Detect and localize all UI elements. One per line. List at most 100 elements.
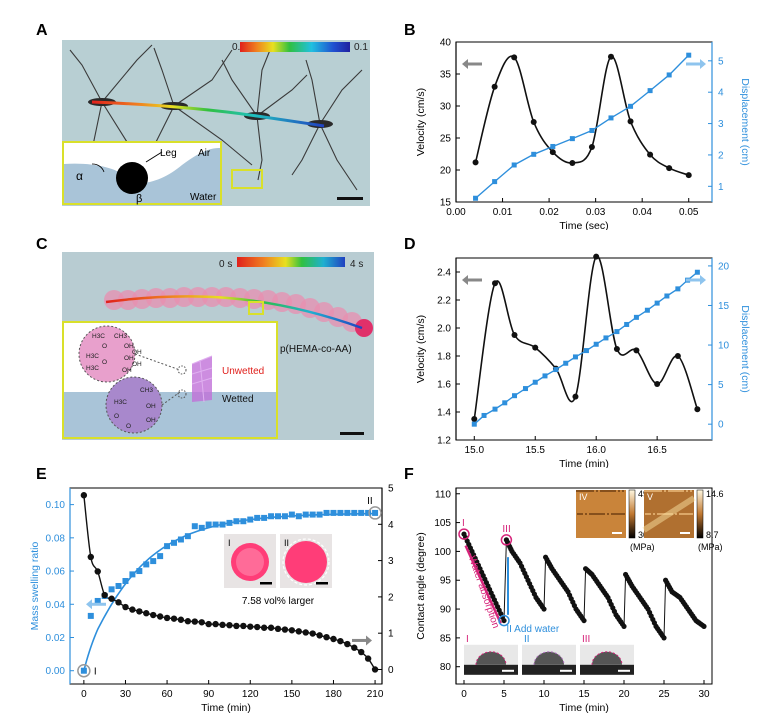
y2-tick-label: 20 bbox=[718, 261, 730, 272]
droplet bbox=[476, 651, 506, 665]
afm-texture bbox=[589, 513, 591, 515]
chart-f: 0 5 10 15 20 25 30 80 85 90 95 100 105 110 Time (min) C… bbox=[415, 487, 724, 714]
gel-disk-i-core bbox=[236, 548, 264, 576]
y-tick-label: 2.2 bbox=[437, 296, 451, 307]
velocity-point bbox=[198, 619, 205, 626]
afm-texture bbox=[615, 513, 617, 515]
swelling-point bbox=[351, 509, 358, 516]
displacement-point bbox=[654, 300, 660, 306]
svg-text:Air: Air bbox=[198, 148, 211, 159]
velocity-point bbox=[511, 54, 518, 61]
velocity-point bbox=[511, 332, 518, 338]
afm-texture bbox=[678, 490, 680, 492]
swelling-point bbox=[150, 558, 157, 565]
displacement-point bbox=[512, 393, 518, 399]
afm-texture bbox=[681, 513, 683, 515]
chart-e: 0 30 60 90 120 150 180 2100.000.020.040.060.080… bbox=[29, 484, 394, 715]
swelling-point bbox=[316, 511, 323, 518]
marker-label-ii: II bbox=[367, 496, 373, 507]
y2-axis-label: Displacement (cm) bbox=[739, 305, 750, 393]
svg-text:OH: OH bbox=[132, 361, 142, 368]
droplet-substrate bbox=[464, 664, 518, 675]
marker-ring-ii bbox=[498, 614, 510, 627]
afm-min: 8.7 bbox=[706, 530, 719, 540]
velocity-point bbox=[129, 606, 136, 613]
afm-texture bbox=[664, 490, 666, 492]
contact-angle-point bbox=[621, 623, 627, 629]
velocity-point bbox=[288, 627, 296, 634]
afm-texture bbox=[595, 513, 597, 515]
x-axis-label: Time (min) bbox=[201, 702, 251, 714]
x-tick-label: 15 bbox=[578, 689, 590, 700]
afm-texture bbox=[578, 490, 580, 492]
afm-texture bbox=[619, 513, 621, 515]
afm-id: V bbox=[647, 492, 653, 502]
swelling-point bbox=[247, 516, 254, 523]
afm-texture bbox=[657, 513, 659, 515]
swelling-point bbox=[226, 519, 233, 526]
marker-ring-i bbox=[458, 528, 470, 540]
swelling-point bbox=[136, 568, 143, 575]
afm-texture bbox=[691, 513, 693, 515]
contact-angle-point bbox=[501, 617, 507, 624]
afm-texture bbox=[617, 513, 619, 515]
afm-texture bbox=[593, 513, 595, 515]
velocity-point bbox=[115, 599, 122, 606]
y-tick-label: 1.4 bbox=[437, 408, 451, 419]
panel-c-photo: 0 s 4 s p(HEMA-co-AA) H3C CH3 OH H3C OH … bbox=[62, 252, 374, 440]
y2-axis-label: Displacement (cm) bbox=[739, 78, 750, 166]
swelling-point bbox=[330, 509, 337, 516]
afm-texture bbox=[689, 513, 691, 515]
swelling-point bbox=[254, 514, 261, 521]
velocity-point bbox=[607, 53, 614, 60]
swelling-point bbox=[365, 509, 372, 516]
y2-tick-label: 5 bbox=[718, 56, 724, 67]
add-water-label: II Add water bbox=[506, 624, 559, 635]
left-axis-arrow-head bbox=[462, 59, 468, 69]
afm-texture bbox=[586, 490, 588, 492]
y-tick-label: 35 bbox=[440, 70, 452, 81]
afm-texture bbox=[596, 490, 598, 492]
displacement-point bbox=[675, 286, 681, 292]
displacement-point bbox=[589, 127, 595, 133]
y2-tick-label: 4 bbox=[718, 88, 724, 99]
velocity-point bbox=[530, 119, 537, 125]
svg-text:OH: OH bbox=[124, 355, 134, 362]
velocity-point bbox=[627, 118, 634, 125]
svg-text:β: β bbox=[136, 193, 142, 205]
swelling-point bbox=[288, 511, 295, 518]
swelling-point bbox=[122, 578, 129, 585]
marker-ring-i bbox=[77, 663, 91, 678]
afm-texture bbox=[612, 490, 614, 492]
svg-text:OH: OH bbox=[146, 417, 156, 424]
afm-texture bbox=[658, 490, 660, 492]
swelling-point bbox=[302, 511, 309, 518]
panel-letter-b: B bbox=[404, 22, 416, 39]
afm-texture bbox=[652, 490, 654, 492]
afm-texture bbox=[660, 490, 662, 492]
velocity-point bbox=[87, 553, 94, 561]
afm-max: 14.6 bbox=[706, 489, 724, 499]
wetted-label: Wetted bbox=[222, 394, 254, 405]
droplet-scale-bar bbox=[502, 669, 514, 672]
velocity-point bbox=[666, 165, 673, 172]
afm-texture bbox=[584, 490, 586, 492]
afm-texture bbox=[592, 490, 594, 492]
marker-label-i: I bbox=[94, 667, 97, 678]
x-tick-label: 30 bbox=[698, 689, 710, 700]
afm-texture bbox=[590, 490, 592, 492]
velocity-point bbox=[150, 611, 157, 619]
x-tick-label: 90 bbox=[203, 689, 215, 700]
y-axis-label: Velocity (cm/s) bbox=[415, 88, 427, 156]
material-label: p(HEMA-co-AA) bbox=[280, 344, 352, 355]
velocity-point bbox=[364, 655, 372, 662]
color-time-scale bbox=[237, 257, 345, 267]
velocity-point bbox=[302, 629, 309, 636]
displacement-point bbox=[492, 406, 498, 412]
x-tick-label: 25 bbox=[658, 689, 670, 700]
svg-text:Water: Water bbox=[190, 192, 217, 203]
velocity-point bbox=[184, 618, 192, 625]
afm-texture bbox=[582, 490, 584, 492]
afm-texture bbox=[608, 490, 610, 492]
displacement-point bbox=[608, 115, 614, 121]
